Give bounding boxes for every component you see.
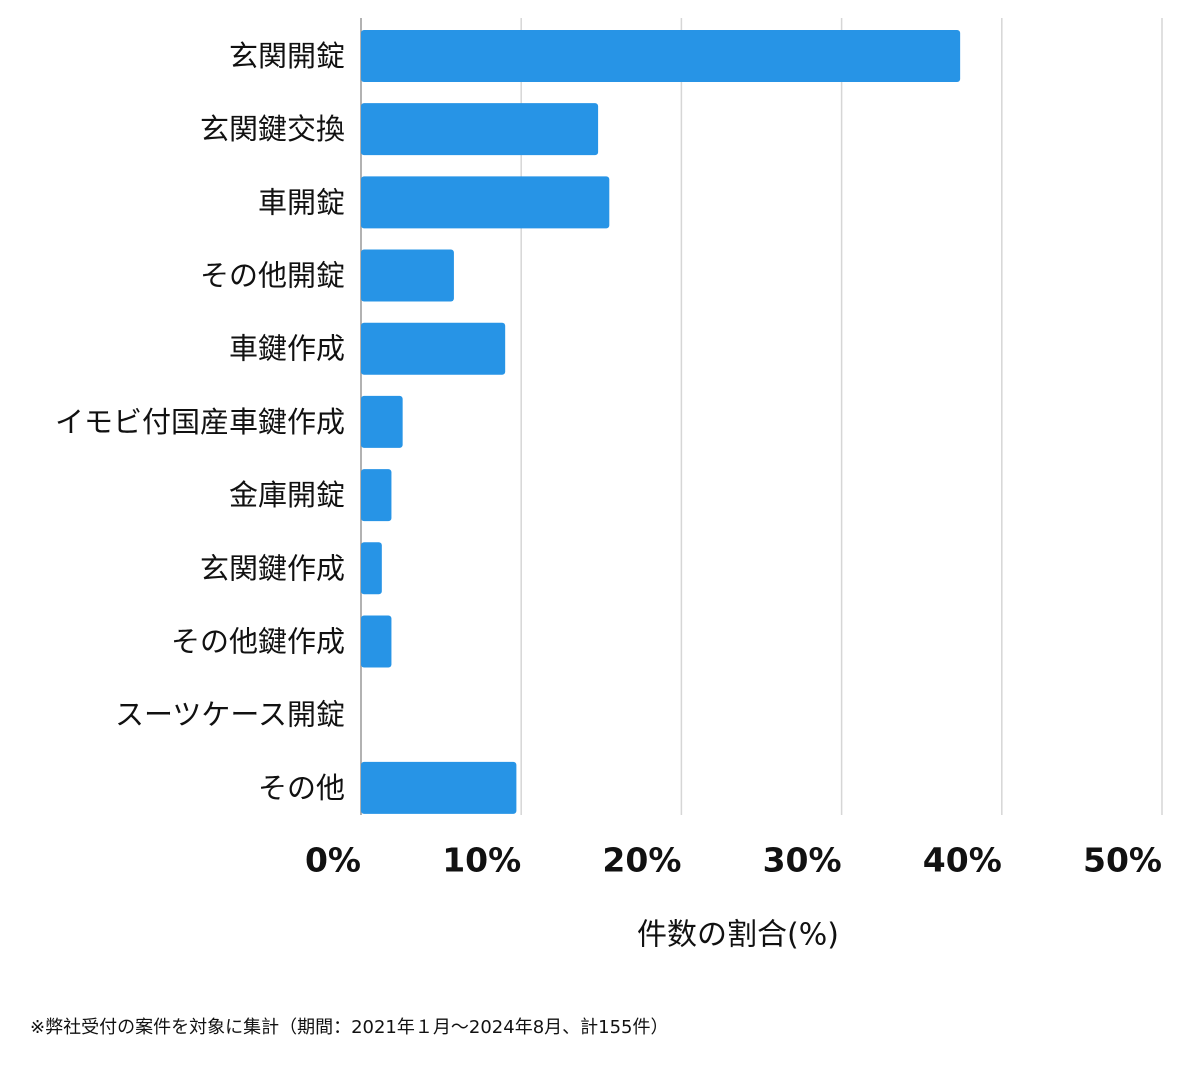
y-tick-label: スーツケース開錠	[115, 698, 345, 732]
x-tick-label: 40%	[923, 841, 1002, 880]
bar	[361, 615, 392, 668]
x-tick-label: 0%	[305, 841, 361, 880]
y-tick-label: 車鍵作成	[229, 332, 345, 366]
bar	[361, 395, 403, 448]
y-tick-label: 玄関鍵作成	[200, 551, 345, 585]
x-tick-label: 30%	[763, 841, 842, 880]
bar	[361, 30, 961, 82]
y-tick-label: 車開錠	[258, 185, 345, 219]
y-tick-label: その他鍵作成	[171, 624, 345, 658]
x-tick-label: 50%	[1083, 841, 1162, 880]
bar	[361, 542, 382, 595]
bar	[361, 249, 454, 302]
bar	[361, 761, 517, 814]
bar	[361, 176, 610, 229]
x-axis-title: 件数の割合(%)	[637, 918, 839, 953]
bar	[361, 322, 506, 375]
y-tick-label: 玄関開錠	[229, 39, 345, 73]
bar	[361, 103, 599, 156]
footnote: ※弊社受付の案件を対象に集計（期間：2021年１月〜2024年8月、計155件）	[30, 1017, 669, 1038]
y-tick-label: その他	[258, 771, 345, 805]
y-tick-label: 金庫開錠	[229, 478, 345, 512]
x-tick-label: 20%	[602, 841, 681, 880]
y-tick-label: その他開錠	[200, 259, 345, 293]
x-tick-label: 10%	[442, 841, 521, 880]
y-tick-label: イモビ付国産車鍵作成	[55, 405, 345, 439]
bar	[361, 469, 392, 522]
y-tick-label: 玄関鍵交換	[200, 112, 345, 146]
